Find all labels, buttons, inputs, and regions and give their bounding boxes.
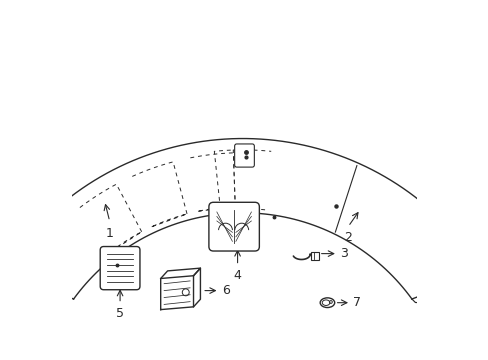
Text: 5: 5 xyxy=(116,307,124,320)
FancyBboxPatch shape xyxy=(234,144,254,167)
Text: 4: 4 xyxy=(233,269,241,282)
FancyBboxPatch shape xyxy=(100,247,140,290)
Text: 2: 2 xyxy=(344,231,351,244)
Text: 7: 7 xyxy=(353,296,361,309)
Text: 3: 3 xyxy=(340,247,347,260)
Ellipse shape xyxy=(320,298,334,307)
FancyBboxPatch shape xyxy=(208,202,259,251)
FancyBboxPatch shape xyxy=(310,252,319,260)
Text: 6: 6 xyxy=(222,284,229,297)
Text: 1: 1 xyxy=(105,227,113,240)
Ellipse shape xyxy=(322,300,329,305)
